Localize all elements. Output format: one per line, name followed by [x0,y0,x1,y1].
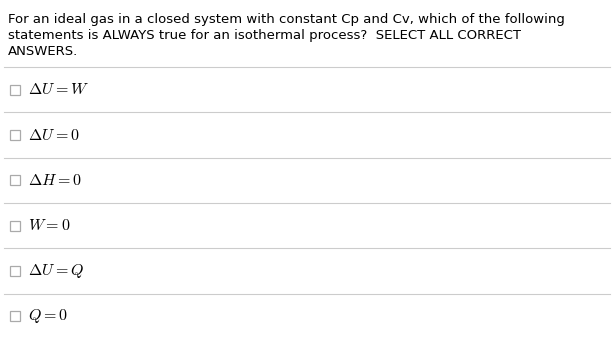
Text: ANSWERS.: ANSWERS. [8,45,78,58]
Text: $\Delta U = Q$: $\Delta U = Q$ [28,262,84,280]
Text: $\Delta H = 0$: $\Delta H = 0$ [28,172,82,189]
Text: $\Delta U = W$: $\Delta U = W$ [28,81,89,98]
Text: For an ideal gas in a closed system with constant Cp and Cv, which of the follow: For an ideal gas in a closed system with… [8,13,565,26]
Text: $Q = 0$: $Q = 0$ [28,307,68,325]
Text: statements is ALWAYS true for an isothermal process?  SELECT ALL CORRECT: statements is ALWAYS true for an isother… [8,29,521,42]
Text: $\Delta U = 0$: $\Delta U = 0$ [28,127,80,143]
Text: $W = 0$: $W = 0$ [28,217,71,234]
